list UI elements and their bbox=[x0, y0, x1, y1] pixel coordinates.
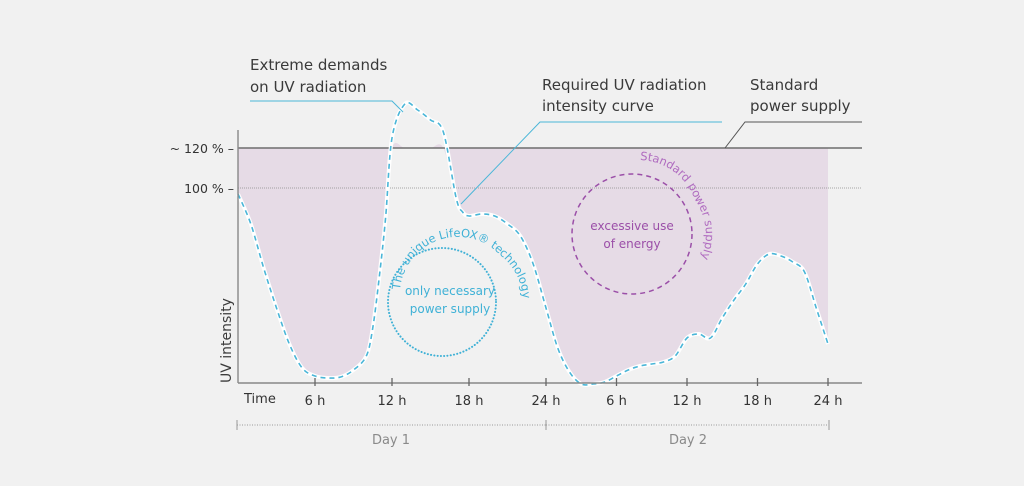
day-2-bracket bbox=[546, 420, 830, 430]
standard-circle bbox=[571, 173, 693, 295]
x-tick-label: 6 h bbox=[606, 394, 627, 409]
day-2-label: Day 2 bbox=[669, 433, 707, 448]
annotation-extreme-leader bbox=[250, 100, 404, 113]
day-1-bracket bbox=[236, 420, 547, 430]
day-1-label: Day 1 bbox=[372, 433, 410, 448]
x-tick-label: 24 h bbox=[532, 394, 561, 409]
x-tick-label: 18 h bbox=[455, 394, 484, 409]
annotation-extreme-line1: Extreme demands bbox=[250, 56, 387, 74]
annotation-curve-leader bbox=[460, 121, 722, 205]
x-tick-label: 12 h bbox=[378, 394, 407, 409]
lifeox-inner-line2: power supply bbox=[410, 302, 490, 316]
annotation-curve-line2: intensity curve bbox=[542, 97, 654, 115]
required-uv-curve bbox=[237, 101, 829, 386]
y-axis-label: UV intensity bbox=[219, 298, 235, 383]
annotation-standard-line1: Standard bbox=[750, 76, 818, 94]
x-tick-label: 18 h bbox=[743, 394, 772, 409]
standard-inner-line1: excessive use bbox=[590, 219, 673, 233]
annotation-extreme-line2: on UV radiation bbox=[250, 78, 366, 96]
standard-inner-line2: of energy bbox=[603, 237, 660, 251]
y-tick-label-100: 100 % – bbox=[184, 181, 234, 196]
annotation-standard-leader bbox=[724, 121, 862, 149]
annotation-standard-line2: power supply bbox=[750, 97, 851, 115]
y-tick-label-120: ~ 120 % – bbox=[170, 141, 234, 156]
x-tick-label: 24 h bbox=[814, 394, 843, 409]
lifeox-inner-line1: only necessary bbox=[405, 284, 495, 298]
x-tick-label: 6 h bbox=[305, 394, 326, 409]
annotation-curve-line1: Required UV radiation bbox=[542, 76, 707, 94]
x-axis-label: Time bbox=[243, 392, 276, 407]
x-tick-label: 12 h bbox=[673, 394, 702, 409]
lifeox-circle bbox=[387, 247, 497, 357]
